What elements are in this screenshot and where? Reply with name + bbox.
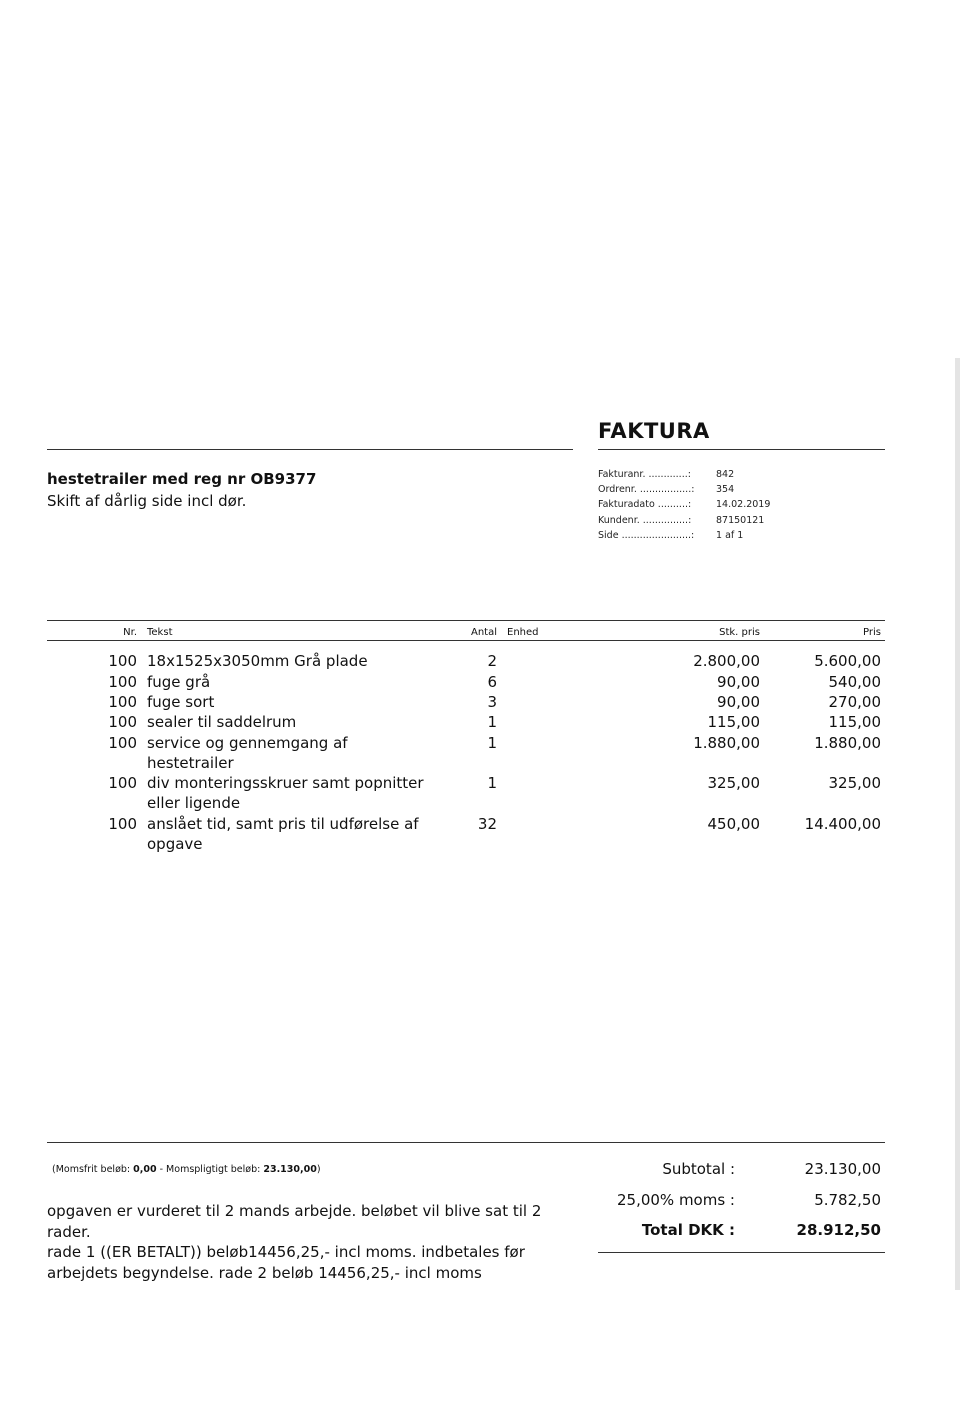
cell-tekst: fuge grå [147, 673, 211, 691]
invoice-note: opgaven er vurderet til 2 mands arbejde.… [47, 1202, 542, 1282]
cell-nr: 100 [108, 774, 137, 792]
vat-label: - Momspligtigt beløb: [156, 1164, 264, 1175]
cell-stk-pris: 90,00 [717, 693, 760, 711]
vat-info: (Momsfrit beløb: 0,00 - Momspligtigt bel… [52, 1164, 321, 1175]
cell-nr: 100 [108, 652, 137, 670]
cell-nr: 100 [108, 815, 137, 833]
cell-nr: 100 [108, 673, 137, 691]
cell-pris: 270,00 [828, 693, 882, 711]
meta-label: Side .......................: [598, 529, 695, 541]
table-header-rule [47, 640, 885, 641]
footer-rule [47, 1142, 885, 1143]
cell-tekst: 18x1525x3050mm Grå plade [147, 652, 368, 670]
invoice-subject: hestetrailer med reg nr OB9377 [47, 470, 317, 488]
meta-value: 354 [716, 484, 735, 496]
cell-antal: 32 [477, 815, 497, 833]
meta-row: Side .......................: 1 af 1 [598, 530, 743, 541]
vat-label: (Momsfrit beløb: [52, 1164, 134, 1175]
header-nr: Nr. [123, 627, 137, 638]
total-rule [598, 1252, 885, 1253]
subtotal-label: Subtotal : [662, 1160, 735, 1178]
vat-free-amount: 0,00 [133, 1164, 157, 1175]
meta-value: 14.02.2019 [716, 499, 771, 511]
cell-nr: 100 [108, 734, 137, 752]
invoice-subject-detail: Skift af dårlig side incl dør. [47, 492, 247, 510]
cell-tekst: service og gennemgang af hestetrailer [147, 734, 348, 772]
total-label: Total DKK : [641, 1221, 735, 1239]
cell-stk-pris: 115,00 [707, 713, 761, 731]
vat-label: ) [316, 1164, 321, 1175]
meta-value: 842 [716, 469, 735, 480]
cell-stk-pris: 90,00 [717, 673, 760, 691]
cell-pris: 5.600,00 [814, 652, 881, 670]
divider [47, 449, 573, 450]
cell-tekst: anslået tid, samt pris til udførelse af … [147, 815, 419, 853]
cell-tekst: fuge sort [147, 693, 215, 711]
cell-antal: 2 [487, 652, 497, 670]
meta-label: Fakturadato ..........: [598, 499, 692, 511]
cell-tekst: sealer til saddelrum [147, 713, 297, 731]
moms-value: 5.782,50 [814, 1191, 881, 1209]
meta-row: Fakturanr. .............: 842 [598, 469, 734, 480]
cell-stk-pris: 2.800,00 [693, 652, 760, 670]
header-stk-pris: Stk. pris [719, 627, 760, 638]
meta-value: 87150121 [716, 514, 765, 526]
cell-nr: 100 [108, 713, 137, 731]
cell-antal: 3 [487, 693, 497, 711]
cell-pris: 115,00 [828, 713, 882, 731]
meta-label: Fakturanr. .............: [598, 469, 691, 480]
cell-antal: 1 [487, 713, 497, 731]
table-top-rule [47, 620, 885, 621]
cell-nr: 100 [108, 693, 137, 711]
header-tekst: Tekst [147, 627, 173, 638]
cell-pris: 1.880,00 [814, 734, 881, 752]
meta-label: Ordrenr. .................: [598, 484, 695, 496]
meta-value: 1 af 1 [716, 529, 744, 541]
meta-row: Fakturadato ..........: 14.02.2019 [598, 499, 770, 510]
cell-antal: 6 [487, 673, 497, 691]
invoice-title: FAKTURA [598, 419, 710, 443]
header-antal: Antal [470, 627, 497, 638]
cell-stk-pris: 1.880,00 [693, 734, 760, 752]
meta-label: Kundenr. ...............: [598, 514, 692, 526]
cell-pris: 14.400,00 [804, 815, 881, 833]
page-bottom-margin [0, 1290, 960, 1406]
cell-antal: 1 [487, 774, 497, 792]
total-value: 28.912,50 [796, 1221, 881, 1239]
cell-pris: 540,00 [828, 673, 882, 691]
divider [598, 449, 885, 450]
header-pris: Pris [863, 627, 881, 638]
subtotal-value: 23.130,00 [804, 1160, 881, 1178]
cell-antal: 1 [487, 734, 497, 752]
moms-label: 25,00% moms : [616, 1191, 735, 1209]
meta-row: Ordrenr. .................: 354 [598, 484, 734, 495]
cell-tekst: div monteringsskruer samt popnitter elle… [147, 774, 424, 812]
cell-stk-pris: 450,00 [707, 815, 761, 833]
cell-pris: 325,00 [828, 774, 882, 792]
page-edge [955, 358, 960, 1290]
vat-liable-amount: 23.130,00 [263, 1164, 317, 1175]
cell-stk-pris: 325,00 [707, 774, 761, 792]
header-enhed: Enhed [507, 627, 539, 638]
meta-row: Kundenr. ...............: 87150121 [598, 515, 764, 526]
